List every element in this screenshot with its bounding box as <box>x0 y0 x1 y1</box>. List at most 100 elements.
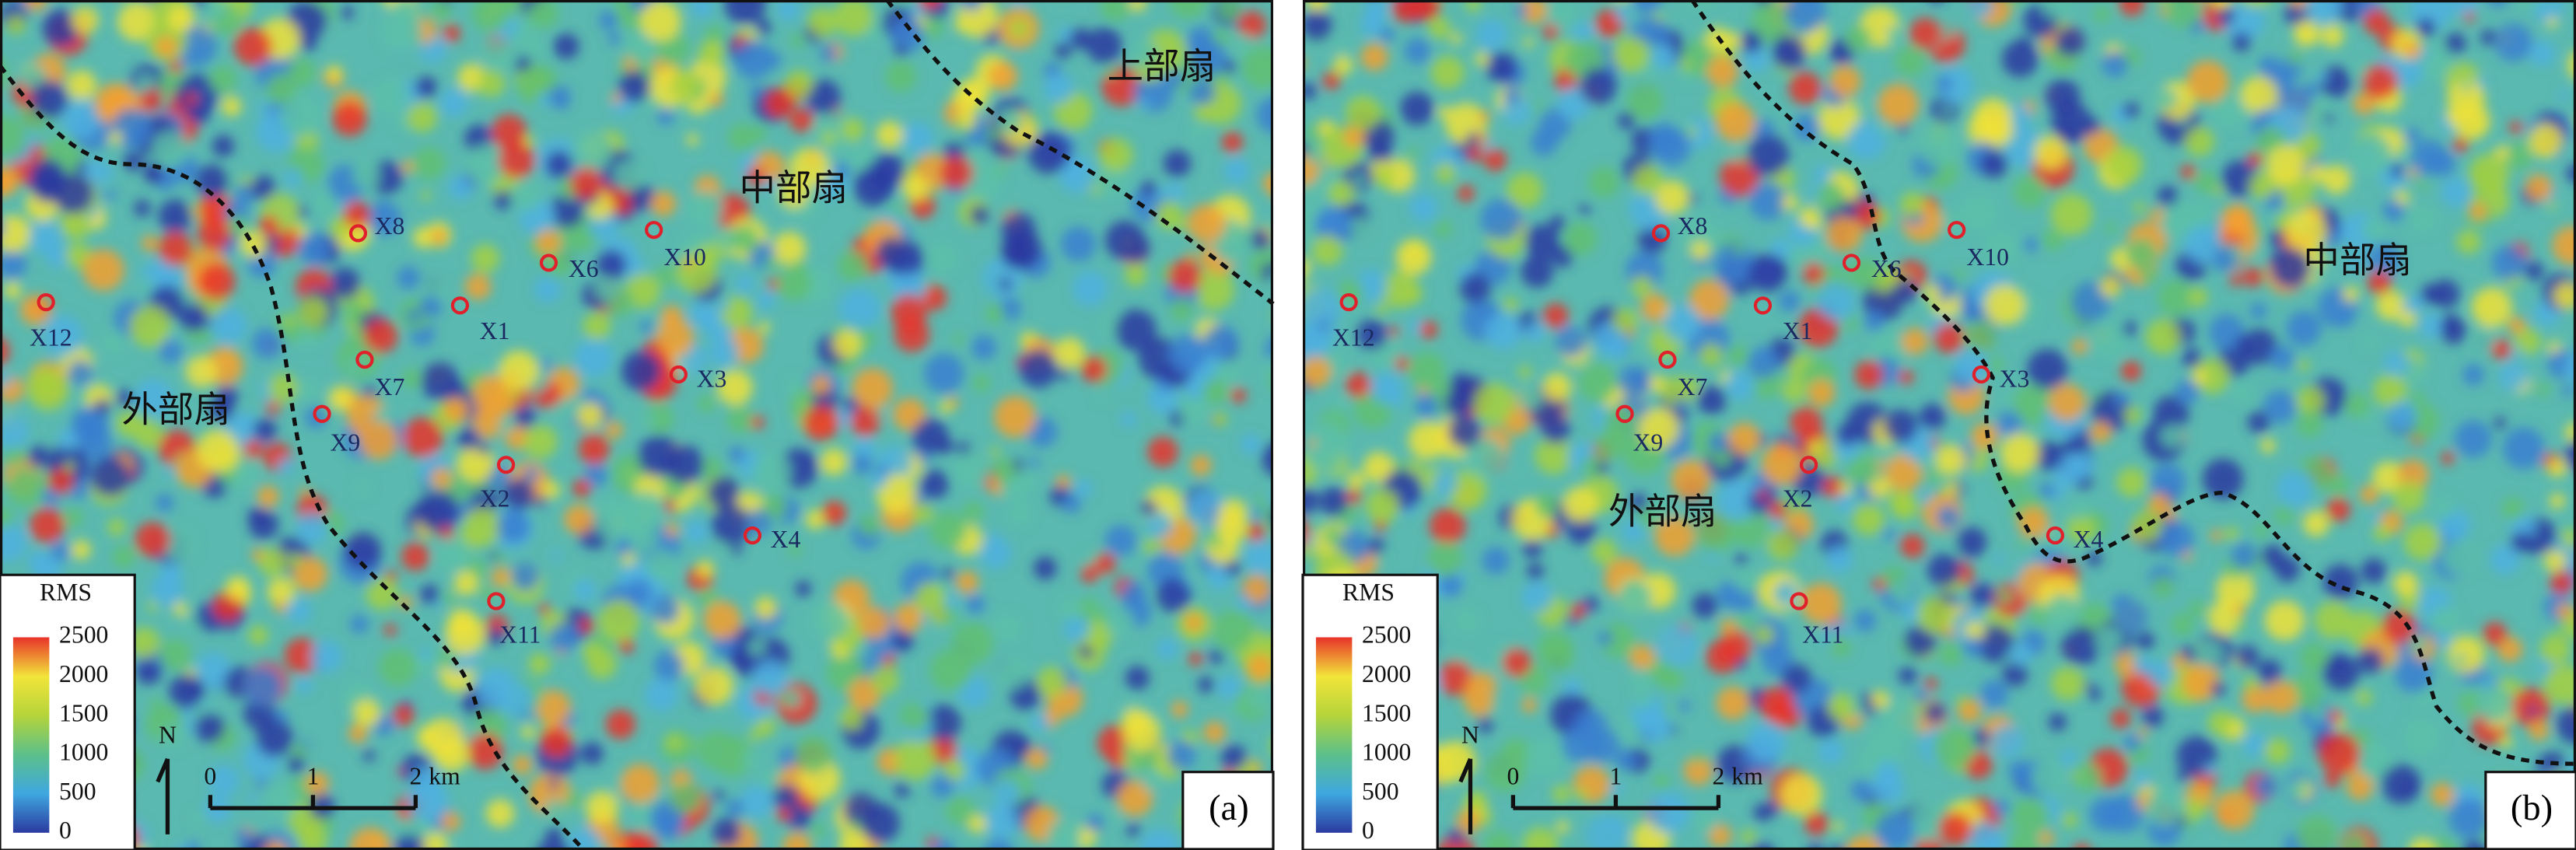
well-label: X6 <box>1871 255 1902 282</box>
blob <box>1900 533 1925 558</box>
blob <box>1046 818 1082 850</box>
blob <box>1875 123 1887 135</box>
well-label: X12 <box>1332 324 1375 351</box>
blob <box>1232 33 1255 57</box>
blob <box>2560 528 2576 547</box>
blob <box>811 374 831 395</box>
blob <box>1430 55 1465 89</box>
blob <box>2340 314 2353 327</box>
blob <box>1748 254 1787 292</box>
blob <box>0 215 31 253</box>
blob <box>583 463 608 488</box>
blob <box>1123 713 1161 752</box>
blob <box>2382 199 2405 222</box>
blob <box>1962 637 1983 657</box>
blob <box>499 681 534 716</box>
blob <box>2392 481 2426 513</box>
blob <box>173 602 187 617</box>
blob <box>664 445 705 484</box>
blob <box>1019 349 1059 388</box>
blob <box>2165 509 2177 521</box>
blob <box>1899 191 1925 218</box>
blob <box>1551 245 1573 268</box>
blob <box>440 811 461 831</box>
blob <box>496 510 530 544</box>
blob <box>2115 601 2148 634</box>
blob <box>383 624 397 637</box>
blob <box>1030 712 1049 732</box>
blob <box>1303 601 1306 618</box>
blob <box>1741 829 1756 845</box>
blob <box>2403 523 2441 561</box>
blob <box>176 74 219 117</box>
blob <box>422 831 449 850</box>
blob <box>65 461 75 472</box>
blob <box>1319 487 1349 516</box>
blob <box>1184 613 1204 632</box>
blob <box>1304 536 1315 547</box>
blob <box>593 277 618 302</box>
blob <box>1202 324 1239 360</box>
blob <box>2249 303 2267 320</box>
blob <box>1983 284 2025 325</box>
blob <box>1333 55 1353 75</box>
blob <box>544 799 566 821</box>
blob <box>870 665 899 694</box>
blob <box>1356 319 1388 351</box>
blob <box>795 580 812 597</box>
blob <box>1363 452 1395 484</box>
blob <box>478 442 490 455</box>
blob <box>1167 740 1196 770</box>
blob <box>1475 52 1489 67</box>
blob <box>1100 0 1131 21</box>
blob <box>448 174 474 201</box>
blob <box>1261 442 1273 476</box>
blob <box>2287 674 2325 711</box>
blob <box>580 742 604 765</box>
blob <box>565 790 583 809</box>
blob <box>150 573 184 607</box>
blob <box>2308 163 2326 183</box>
blob <box>221 96 242 117</box>
blob <box>2524 261 2544 281</box>
blob <box>443 397 469 423</box>
blob <box>772 784 799 810</box>
blob <box>1736 659 1747 670</box>
blob <box>107 518 126 537</box>
blob <box>726 799 744 817</box>
blob <box>2456 229 2481 254</box>
blob <box>2390 163 2404 177</box>
blob <box>1188 652 1203 666</box>
blob <box>243 666 283 706</box>
blob <box>535 229 562 255</box>
blob <box>2367 270 2392 295</box>
blob <box>1834 49 1846 61</box>
blob <box>1781 663 1811 694</box>
blob <box>550 193 585 229</box>
blob <box>1157 578 1192 613</box>
blob <box>665 522 679 537</box>
well-label: X11 <box>1802 621 1843 649</box>
blob <box>2001 40 2039 78</box>
blob <box>2556 602 2574 620</box>
blob <box>1563 222 1598 256</box>
blob <box>2158 279 2195 317</box>
blob <box>1251 229 1272 250</box>
blob <box>707 476 740 509</box>
blob <box>999 278 1012 291</box>
blob <box>1535 436 1573 474</box>
blob <box>684 257 695 269</box>
blob <box>419 648 432 661</box>
blob <box>1680 72 1693 85</box>
blob <box>2231 542 2258 569</box>
blob <box>1920 491 1933 503</box>
well-label: X7 <box>1678 373 1708 401</box>
blob <box>71 6 99 34</box>
blob <box>2086 551 2102 567</box>
blob <box>607 32 621 45</box>
blob <box>1104 220 1145 261</box>
blob <box>1633 689 1652 708</box>
blob <box>2088 687 2102 701</box>
blob <box>1342 124 1366 148</box>
